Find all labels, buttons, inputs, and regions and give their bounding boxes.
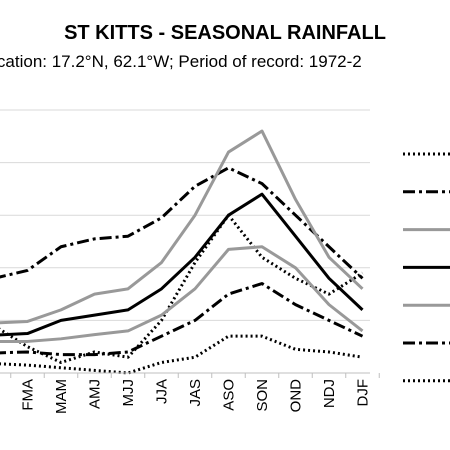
series-line-5	[0, 245, 364, 343]
series-lines	[0, 129, 364, 375]
series-line-3	[0, 129, 364, 325]
series-line-6	[0, 282, 364, 357]
x-tick-label: AMJ	[87, 379, 104, 409]
x-tick-label: NDJ	[321, 379, 338, 408]
chart-title: ST KITTS - SEASONAL RAINFALL	[64, 22, 386, 44]
x-tick-label: FMA	[20, 379, 37, 411]
x-tick-label: JAS	[187, 379, 204, 407]
x-tick-label: OND	[288, 379, 305, 413]
x-tick-label: ASO	[221, 379, 238, 411]
series-line-1	[0, 213, 364, 364]
series-line-7	[0, 334, 363, 375]
x-tick-label: JJA	[154, 379, 171, 404]
x-axis: JFM FMA MAM AMJ MJJ JJA JAS ASO SON OND NDJ DJF	[0, 372, 380, 414]
x-tick-label: JFM	[0, 379, 3, 408]
legend	[403, 152, 450, 383]
series-line-2	[0, 166, 364, 280]
x-tick-label: MJJ	[120, 379, 137, 407]
chart-subtitle: Location: 17.2°N, 62.1°W; Period of reco…	[0, 52, 362, 71]
x-tick-label: DJF	[355, 379, 372, 407]
gridlines	[0, 109, 370, 321]
x-tick-label: SON	[254, 379, 271, 412]
x-tick-label: MAM	[53, 379, 70, 414]
series-line-4	[0, 192, 364, 337]
